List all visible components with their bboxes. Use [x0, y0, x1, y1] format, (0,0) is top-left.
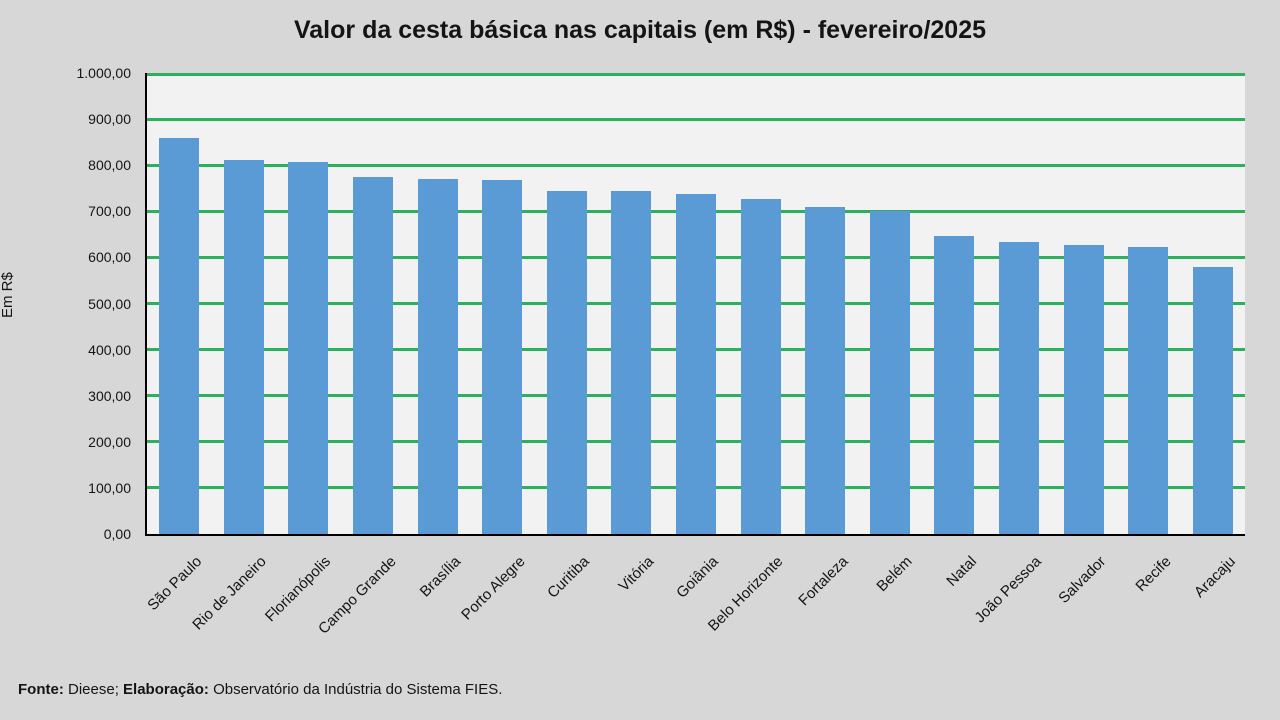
x-category-label: Fortaleza: [794, 553, 852, 610]
footer-elaboration-text: Observatório da Indústria do Sistema FIE…: [208, 681, 503, 698]
bar: [482, 179, 523, 534]
y-tick-label: 800,00: [88, 157, 131, 174]
x-category-label: João Pessoa: [971, 553, 1045, 627]
x-category-label: Natal: [943, 553, 981, 590]
bar-slot: [793, 73, 858, 534]
bar-slot: [276, 73, 341, 534]
bar: [740, 199, 781, 534]
bar-slot: [1051, 73, 1116, 534]
y-tick-label: 700,00: [88, 203, 131, 220]
x-axis-category-labels: São Paulo Rio de Janeiro Florianópolis Camp…: [144, 541, 1243, 681]
x-category-label: Belém: [873, 553, 916, 596]
y-tick-label: 1.000,00: [76, 65, 132, 81]
x-category-label: Brasília: [416, 553, 464, 601]
bar-slot: [922, 73, 987, 534]
chart-title: Valor da cesta básica nas capitais (em R…: [293, 16, 987, 44]
bar-slot: [405, 73, 470, 534]
bar-slot: [599, 73, 664, 534]
y-tick-label: 900,00: [88, 111, 131, 128]
bar: [1063, 244, 1104, 534]
bars-layer: [147, 73, 1245, 534]
x-category-label: Curitiba: [544, 553, 593, 602]
bar: [999, 241, 1040, 534]
gridline: [147, 73, 1245, 76]
bar: [676, 193, 717, 534]
bar-slot: [147, 73, 212, 534]
x-category-label: Salvador: [1055, 553, 1110, 607]
x-category-label: Florianópolis: [262, 553, 335, 626]
bar: [1192, 266, 1233, 534]
bar: [353, 176, 394, 534]
x-category-label: Porto Alegre: [457, 553, 529, 624]
gridline: [147, 117, 1245, 121]
bar: [159, 137, 200, 534]
bar: [417, 178, 458, 534]
y-tick-label: 100,00: [88, 479, 131, 496]
bar-slot: [535, 73, 600, 534]
bar-slot: [728, 73, 793, 534]
y-tick-label: 0,00: [103, 526, 131, 542]
footer-note: Fonte: Dieese; Elaboração: Observatório …: [18, 681, 502, 698]
bar: [1128, 246, 1169, 534]
bar: [805, 206, 846, 534]
y-tick-label: 600,00: [88, 249, 131, 266]
bar-slot: [1116, 73, 1181, 534]
bar-slot: [1181, 73, 1246, 534]
bar: [934, 235, 975, 534]
y-tick-label: 500,00: [88, 295, 131, 312]
x-category-label: Goiânia: [673, 553, 723, 602]
y-axis-tick-labels: 1.000,00 900,00 800,00 700,00 600,00 500,00 40…: [0, 65, 132, 542]
bar: [546, 191, 587, 534]
bar-slot: [212, 73, 277, 534]
plot-area: [145, 73, 1245, 536]
bar-slot: [987, 73, 1052, 534]
gridline: [147, 163, 1245, 167]
bar-slot: [341, 73, 406, 534]
bar: [288, 162, 329, 534]
x-category-label: Vitória: [615, 553, 658, 595]
bar-slot: [470, 73, 535, 534]
bar: [223, 159, 264, 534]
x-category-label: Recife: [1132, 553, 1175, 596]
y-tick-label: 400,00: [88, 341, 131, 358]
bar-slot: [664, 73, 729, 534]
x-category-label: Aracaju: [1190, 553, 1239, 601]
y-tick-label: 300,00: [88, 387, 131, 404]
x-category-label: São Paulo: [144, 553, 206, 614]
footer-source-text: Dieese;: [63, 681, 124, 698]
bar-slot: [858, 73, 923, 534]
bar: [869, 211, 910, 534]
footer-elaboration-label: Elaboração:: [123, 681, 209, 698]
footer-source-label: Fonte:: [18, 681, 64, 698]
bar: [611, 191, 652, 534]
y-tick-label: 200,00: [88, 433, 131, 450]
